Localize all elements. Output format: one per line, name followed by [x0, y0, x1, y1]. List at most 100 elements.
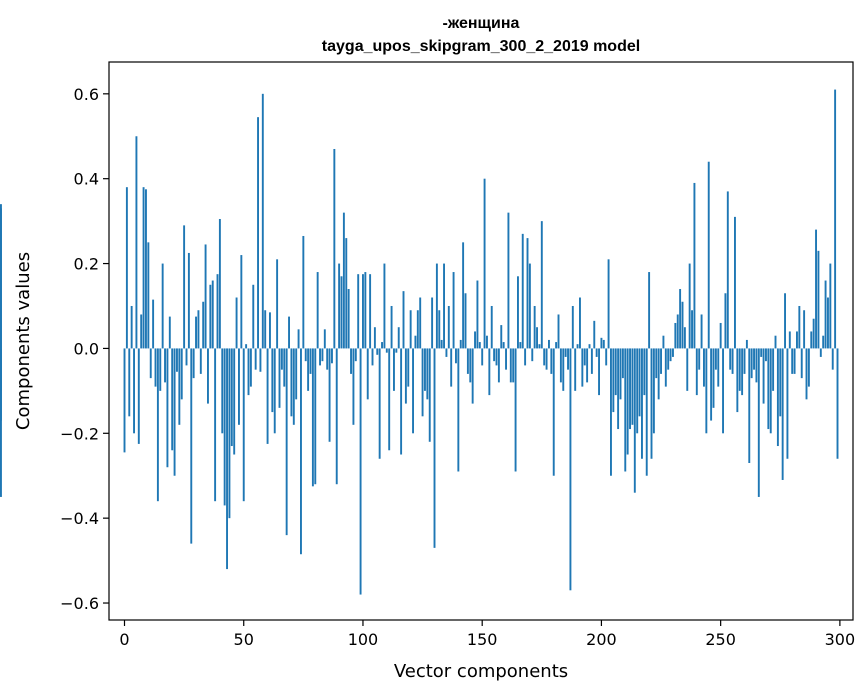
bar-component-87	[331, 348, 333, 364]
bar-component-214	[633, 348, 636, 493]
bar-component-278	[786, 348, 789, 459]
bar-component-142	[462, 242, 465, 349]
bar-component-123	[416, 310, 419, 349]
bar-component-153	[488, 348, 491, 396]
bar-component-undefined	[0, 204, 2, 349]
bar-component-42	[223, 348, 226, 506]
bar-component-109	[383, 263, 386, 349]
bar-component-53	[249, 348, 252, 387]
chart-title-line1: -женщина	[443, 15, 520, 32]
bar-component-294	[824, 280, 827, 349]
bar-component-4	[133, 348, 135, 434]
bar-component-248	[714, 348, 717, 370]
bar-component-211	[626, 348, 629, 455]
bar-component-170	[528, 263, 531, 349]
bar-component-134	[443, 263, 445, 349]
bar-component-238	[691, 310, 693, 349]
bar-component-80	[314, 348, 317, 485]
bar-component-171	[531, 348, 534, 362]
bar-component-189	[574, 348, 577, 391]
bar-component-247	[712, 348, 715, 408]
bar-component-282	[796, 331, 798, 349]
bar-component-32	[199, 348, 202, 374]
bar-component-262	[748, 348, 751, 463]
bar-component-152	[486, 335, 488, 349]
bar-component-224	[657, 348, 660, 400]
bar-component-166	[519, 342, 522, 349]
bar-component-50	[242, 348, 245, 502]
bar-component-154	[490, 305, 493, 349]
bar-component-267	[760, 348, 763, 357]
bar-component-261	[745, 339, 748, 349]
x-tick-label: 300	[825, 630, 856, 649]
bar-component-58	[261, 93, 264, 349]
bar-component-297	[831, 348, 834, 370]
bar-component-138	[452, 272, 455, 349]
bar-component-191	[579, 297, 581, 349]
bar-component-23	[178, 348, 181, 425]
bar-component-155	[493, 348, 496, 362]
bar-component-220	[648, 272, 651, 349]
bar-component-255	[731, 348, 734, 374]
chart-title-line2: tayga_upos_skipgram_300_2_2019 model	[322, 38, 640, 55]
y-tick-label: 0.4	[74, 170, 99, 189]
bar-component-231	[674, 322, 677, 349]
bar-component-77	[307, 348, 310, 391]
bar-component-20	[171, 348, 174, 451]
bar-component-31	[197, 310, 200, 349]
bar-component-37	[211, 280, 214, 349]
bar-component-286	[805, 348, 808, 400]
bar-component-35	[207, 348, 209, 404]
plot-frame	[108, 61, 854, 621]
bar-component-177	[545, 348, 548, 370]
bar-component-207	[617, 348, 620, 430]
bar-component-61	[269, 312, 271, 349]
bar-component-125	[421, 348, 424, 417]
x-tick-label: 0	[119, 630, 129, 649]
bar-component-121	[412, 348, 414, 434]
x-tick-label: 100	[348, 630, 379, 649]
bar-component-116	[400, 348, 403, 455]
bar-component-199	[598, 348, 600, 396]
bar-component-59	[264, 310, 267, 349]
bar-component-229	[669, 348, 672, 362]
bar-component-106	[376, 348, 379, 355]
bar-component-5	[135, 136, 138, 349]
bar-component-228	[667, 348, 670, 370]
bar-component-159	[502, 342, 505, 349]
bar-component-205	[612, 348, 615, 413]
bar-component-9	[145, 189, 147, 349]
x-tick-label: 250	[705, 630, 736, 649]
bar-component-72	[295, 348, 298, 400]
bar-component-18	[166, 348, 169, 468]
bar-component-212	[629, 348, 631, 430]
bar-component-156	[495, 348, 498, 366]
y-tick-label: 0.0	[74, 339, 99, 358]
bar-component-193	[583, 348, 586, 366]
bar-component-271	[769, 348, 772, 434]
bar-component-39	[216, 274, 219, 349]
bar-component-68	[285, 348, 288, 536]
bar-component-219	[645, 348, 648, 476]
bar-component-81	[316, 272, 319, 349]
bar-component-46	[233, 348, 236, 455]
bar-component-99	[359, 348, 362, 595]
bar-component-257	[736, 348, 739, 413]
bar-component-21	[173, 348, 176, 476]
x-axis-label: Vector components	[394, 661, 568, 682]
bar-component-73	[297, 329, 300, 349]
bar-component-275	[779, 348, 782, 417]
bar-component-236	[686, 348, 689, 391]
bar-component-103	[369, 274, 372, 349]
bar-component-141	[459, 339, 462, 349]
bar-component-148	[476, 280, 479, 349]
bar-component-208	[619, 348, 622, 400]
bar-component-192	[581, 348, 584, 387]
bar-component-183	[559, 348, 562, 383]
bar-component-281	[793, 348, 796, 374]
bar-component-0	[123, 348, 126, 453]
x-tick-label: 150	[467, 630, 498, 649]
y-tick-label: −0.2	[60, 424, 99, 443]
bar-component-258	[738, 348, 741, 391]
bar-component-144	[466, 348, 469, 374]
